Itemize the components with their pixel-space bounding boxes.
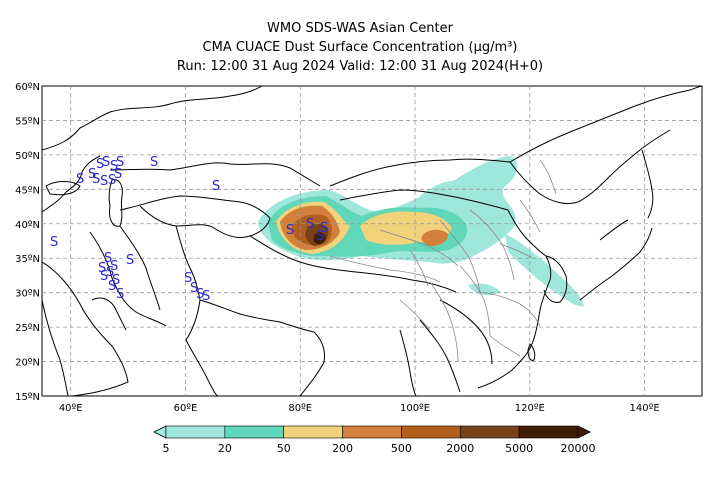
dust-area-5000-20000 (314, 232, 326, 245)
station-marker: S (196, 287, 204, 302)
station-marker: S (98, 261, 106, 276)
legend-arrow-high (577, 425, 591, 439)
longitude-labels: 40ºE 60ºE 80ºE 100ºE 120ºE 140ºE (59, 403, 660, 414)
legend-label: 20000 (561, 442, 596, 455)
legend-swatch (342, 425, 402, 439)
legend-label: 5000 (505, 442, 533, 455)
station-marker: S (316, 229, 324, 244)
station-marker: S (92, 172, 100, 187)
latitude-labels: 60ºN 55ºN 50ºN 45ºN 40ºN 35ºN 30ºN 25ºN 20ºN 15ºN (15, 82, 40, 403)
longitude-label: 60ºE (174, 403, 198, 414)
latitude-label: 30ºN (15, 289, 40, 300)
latitude-label: 15ºN (15, 392, 40, 403)
legend-swatch (283, 425, 343, 439)
station-marker: S (88, 167, 96, 182)
longitude-label: 140ºE (630, 403, 660, 414)
dust-area-200-500-east (421, 229, 448, 246)
legend-label: 50 (277, 442, 291, 455)
latitude-label: 60ºN (15, 82, 40, 93)
latitude-label: 45ºN (15, 185, 40, 196)
dust-area-5-20-north (420, 180, 462, 204)
station-marker: S (212, 179, 220, 194)
latitude-label: 20ºN (15, 358, 40, 369)
legend-swatch (224, 425, 285, 439)
latitude-label: 35ºN (15, 254, 40, 265)
station-marker: S (112, 273, 120, 288)
legend-label: 200 (332, 442, 353, 455)
station-marker: S (114, 167, 122, 182)
station-marker: S (116, 155, 124, 170)
title-line-2: CMA CUACE Dust Surface Concentration (μg… (202, 40, 518, 55)
longitude-label: 80ºE (288, 403, 312, 414)
station-marker: S (306, 217, 314, 232)
station-marker: S (110, 259, 118, 274)
longitude-label: 120ºE (515, 403, 545, 414)
concentration-legend: 5 20 50 200 500 2000 5000 20000 (153, 425, 596, 455)
latitude-label: 55ºN (15, 116, 40, 127)
title-line-1: WMO SDS-WAS Asian Center (267, 21, 453, 36)
station-marker: S (106, 265, 114, 280)
station-marker: S (76, 172, 84, 187)
station-marker: S (100, 174, 108, 189)
station-marker: S (116, 287, 124, 302)
latitude-label: 25ºN (15, 323, 40, 334)
province-borders (329, 159, 557, 363)
station-marker: S (320, 221, 328, 236)
legend-label: 500 (391, 442, 412, 455)
station-marker: S (184, 271, 192, 286)
title-line-3: Run: 12:00 31 Aug 2024 Valid: 12:00 31 A… (176, 59, 544, 74)
station-marker: S (126, 253, 134, 268)
station-marker: S (50, 235, 58, 250)
legend-swatch (459, 425, 520, 439)
legend-label: 20 (218, 442, 232, 455)
legend-swatch (401, 425, 461, 439)
station-marker: S (150, 155, 158, 170)
latitude-label: 40ºN (15, 220, 40, 231)
station-marker: S (102, 155, 110, 170)
station-marker: S (286, 223, 294, 238)
dust-concentration-layer (258, 156, 584, 307)
legend-swatch (165, 425, 226, 439)
legend-label: 5 (163, 442, 170, 455)
station-marker: S (108, 279, 116, 294)
longitude-label: 100ºE (400, 403, 430, 414)
dust-area-5-20-east (505, 234, 584, 307)
station-marker: S (190, 281, 198, 296)
graticule (42, 86, 702, 396)
station-marker: S (96, 157, 104, 172)
longitude-label: 40ºE (59, 403, 83, 414)
latitude-label: 50ºN (15, 151, 40, 162)
station-marker: S (202, 289, 210, 304)
station-marker: S (104, 251, 112, 266)
legend-swatch (518, 425, 579, 439)
country-borders (42, 86, 702, 396)
legend-label: 2000 (446, 442, 474, 455)
legend-arrow-low (153, 425, 167, 439)
station-marker: S (100, 269, 108, 284)
station-marker: S (110, 159, 118, 174)
station-marker: S (108, 173, 116, 188)
